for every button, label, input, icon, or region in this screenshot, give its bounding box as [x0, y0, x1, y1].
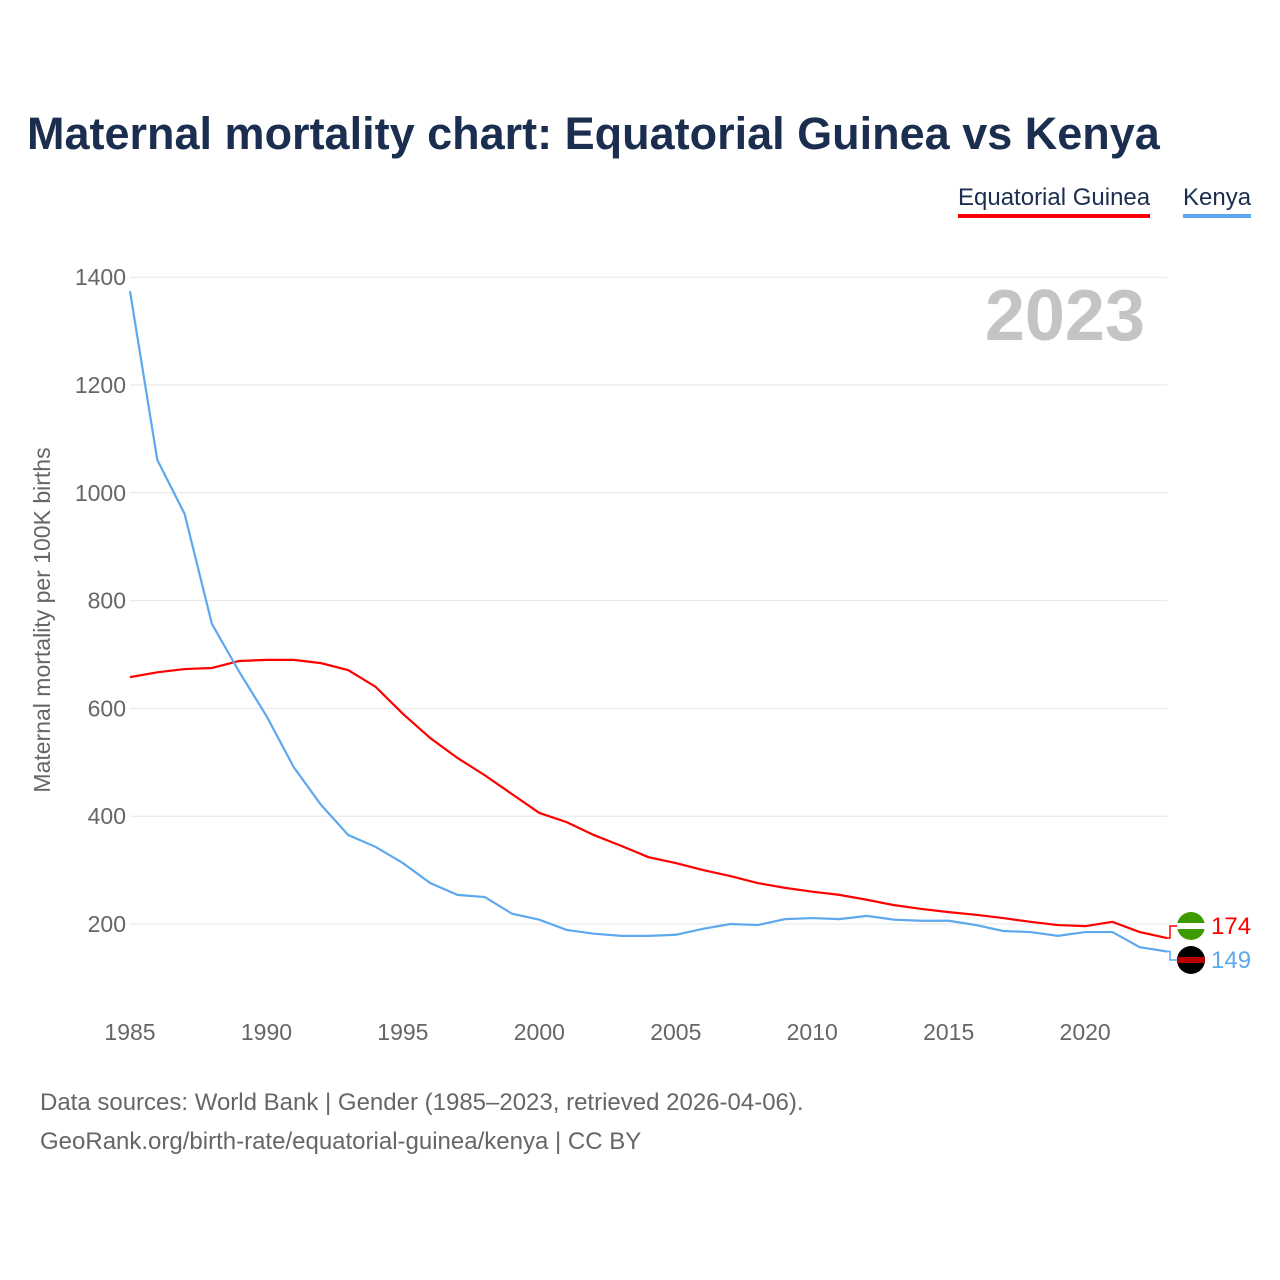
x-tick-label: 2015	[923, 1019, 974, 1045]
y-tick-label: 1000	[75, 480, 126, 506]
x-tick-label: 2000	[514, 1019, 565, 1045]
x-tick-label: 2005	[650, 1019, 701, 1045]
connector	[1167, 925, 1177, 939]
y-tick-label: 600	[88, 695, 126, 721]
connector	[1167, 950, 1177, 961]
x-tick-label: 1985	[104, 1019, 155, 1045]
x-tick-label: 2020	[1060, 1019, 1111, 1045]
x-tick-label: 1995	[377, 1019, 428, 1045]
legend-kenya[interactable]: Kenya	[1183, 184, 1252, 218]
source-note: Data sources: World Bank | Gender (1985–…	[40, 1089, 804, 1116]
flag-stripe	[1177, 923, 1205, 929]
y-axis-label: Maternal mortality per 100K births	[29, 447, 55, 792]
y-tick-label: 200	[88, 911, 126, 937]
y-tick-label: 800	[88, 588, 126, 614]
year-label: 2023	[985, 276, 1145, 356]
y-tick-label: 1200	[75, 372, 126, 398]
x-tick-label: 2010	[787, 1019, 838, 1045]
y-tick-label: 400	[88, 803, 126, 829]
x-tick-label: 1990	[241, 1019, 292, 1045]
end-value-label: 174	[1211, 913, 1251, 940]
series-line-1	[128, 291, 1168, 953]
y-tick-label: 1400	[75, 264, 126, 290]
line-chart: 200 400 600 800 1000 1200 1400 1985 1990 1995 2000…	[29, 264, 1251, 1045]
end-value-label: 149	[1211, 947, 1251, 974]
legend-equatorial-guinea[interactable]: Equatorial Guinea	[958, 184, 1151, 218]
series-line-0	[129, 658, 1168, 940]
chart-title: Maternal mortality chart: Equatorial Gui…	[27, 108, 1160, 159]
source-url: GeoRank.org/birth-rate/equatorial-guinea…	[40, 1128, 642, 1155]
flag-stripe	[1177, 957, 1205, 963]
